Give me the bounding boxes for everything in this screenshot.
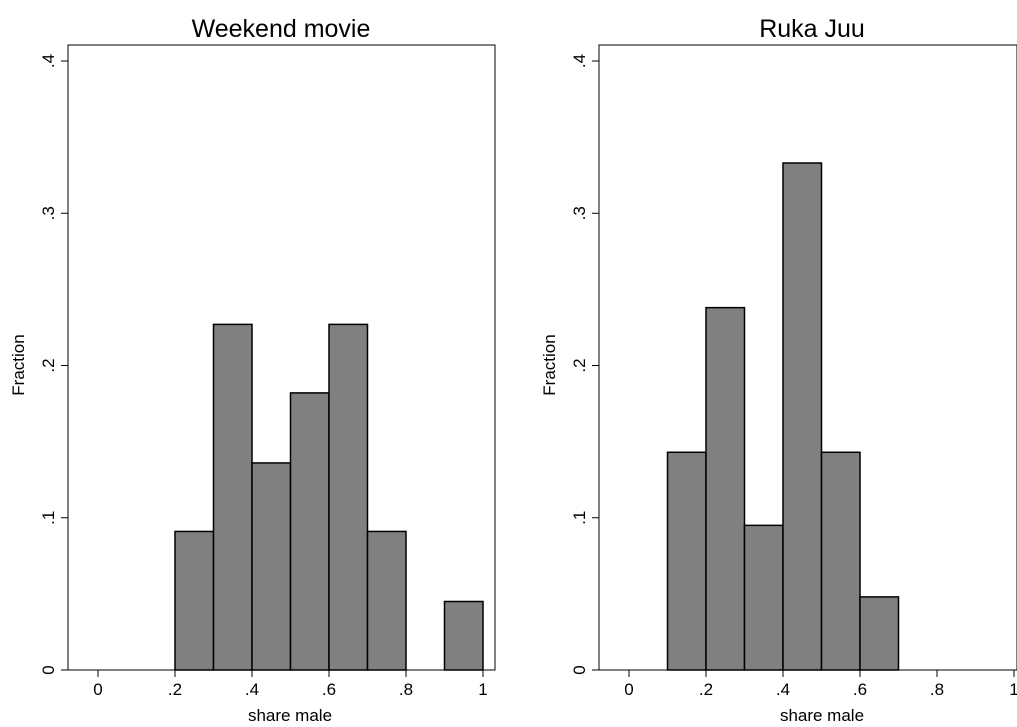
y-tick-label: .1 <box>39 511 58 525</box>
x-tick-label: 0 <box>624 680 633 699</box>
plot-frame <box>67 44 496 671</box>
plot-frame <box>598 44 1017 671</box>
y-axis: 0 .1 .2 .3 .4 <box>570 54 599 675</box>
chart-title: Weekend movie <box>192 15 371 43</box>
bars <box>174 323 484 671</box>
bars <box>666 162 900 671</box>
x-tick-label: 0 <box>93 680 102 699</box>
chart-title: Ruka Juu <box>759 15 865 43</box>
x-tick-label: .2 <box>699 680 713 699</box>
y-tick-label: .3 <box>39 206 58 220</box>
x-axis-label: share male <box>248 706 332 725</box>
histogram-bar <box>743 524 784 671</box>
y-tick-label: .2 <box>570 358 589 372</box>
x-tick-label: .4 <box>776 680 790 699</box>
x-tick-label: .6 <box>853 680 867 699</box>
x-axis: 0 .2 .4 .6 .8 1 <box>93 670 488 699</box>
y-axis-label: Fraction <box>540 334 559 395</box>
x-tick-label: .8 <box>399 680 413 699</box>
y-tick-label: 0 <box>39 665 58 674</box>
y-tick-label: .1 <box>570 511 589 525</box>
histogram-bar <box>289 392 330 671</box>
histogram-bar <box>328 323 369 671</box>
y-axis-label: Fraction <box>9 334 28 395</box>
y-tick-label: .4 <box>570 54 589 68</box>
y-axis: 0 .1 .2 .3 .4 <box>39 54 68 675</box>
histogram-bar <box>174 530 215 671</box>
x-axis-label: share male <box>780 706 864 725</box>
histogram-bar <box>782 162 823 671</box>
histogram-bar <box>705 306 746 671</box>
histogram-bar <box>212 323 253 671</box>
y-tick-label: .4 <box>39 54 58 68</box>
histogram-bar <box>443 600 484 671</box>
x-tick-label: .2 <box>168 680 182 699</box>
histogram-bar <box>859 596 900 671</box>
histogram-bar <box>251 462 292 671</box>
x-tick-label: 1 <box>478 680 487 699</box>
x-axis: 0 .2 .4 .6 .8 1 <box>624 670 1017 699</box>
y-tick-label: 0 <box>570 665 589 674</box>
histogram-bar <box>666 451 707 671</box>
x-tick-label: .4 <box>245 680 259 699</box>
panel-ruka-juu: Ruka Juu Fraction share male 0 .1 .2 .3 .4 0… <box>540 15 1017 725</box>
x-tick-label: 1 <box>1009 680 1017 699</box>
panel-weekend-movie: Weekend movie Fraction share male 0 .1 .2.… <box>9 15 496 725</box>
y-tick-label: .3 <box>570 206 589 220</box>
histogram-bar <box>366 530 407 671</box>
x-tick-label: .8 <box>930 680 944 699</box>
x-tick-label: .6 <box>322 680 336 699</box>
histogram-bar <box>820 451 861 671</box>
y-tick-label: .2 <box>39 358 58 372</box>
